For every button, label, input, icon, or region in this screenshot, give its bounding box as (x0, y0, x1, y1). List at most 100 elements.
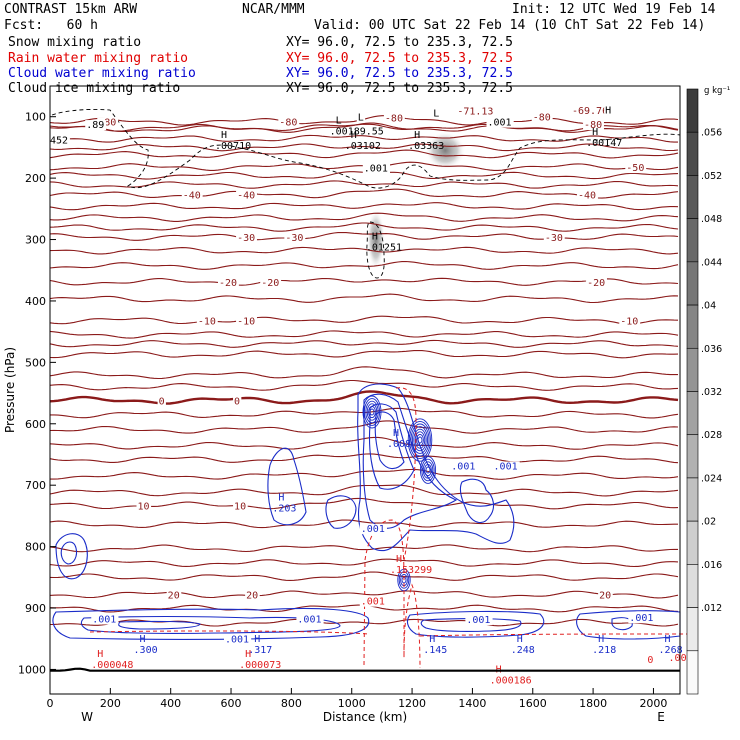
cloud-water-contour (369, 408, 375, 416)
isotherm-line (49, 330, 679, 339)
field-xy-snow: XY= 96.0, 72.5 to 235.3, 72.5 (286, 35, 513, 50)
extremum-value: .145 (423, 645, 447, 656)
contour-label-bg (667, 653, 702, 664)
plot-frame (49, 85, 681, 695)
isotherm-line (49, 366, 678, 380)
colorbar-segment (686, 88, 699, 133)
cloud-water-contour (118, 620, 201, 630)
fcst-value: 60 h (66, 18, 98, 33)
isotherm-label: -30 (237, 233, 255, 244)
isotherm-label-bg (245, 590, 260, 601)
colorbar-tick-label: .032 (701, 387, 722, 398)
model-source: NCAR/MMM (242, 2, 305, 17)
contour-label-bg (362, 163, 390, 174)
extremum-value: .03363 (408, 141, 444, 152)
isotherm-line (49, 134, 678, 143)
isotherm-line (49, 571, 679, 581)
isotherm-line (49, 188, 679, 199)
extremum-h: H (245, 649, 251, 660)
contour-label-bg (296, 614, 324, 625)
extremum-value: .218 (592, 645, 616, 656)
isotherm-line (49, 339, 679, 348)
cloud-water-contour (413, 428, 427, 452)
y-tick-label: 400 (25, 295, 46, 308)
isotherm-label-bg (619, 316, 641, 327)
colorbar-tick-label: .052 (701, 171, 722, 182)
cloud-water-contour (422, 461, 434, 479)
isotherm-line (49, 497, 679, 510)
x-tick-label: 800 (281, 697, 302, 710)
contour-label-bg (492, 461, 520, 472)
isotherm-label: -30 (545, 233, 563, 244)
extremum-value: .01251 (366, 243, 402, 254)
cloud-water-contour (362, 395, 382, 429)
isotherm-label-bg (543, 233, 565, 244)
isotherm-label: 20 (168, 591, 180, 602)
x-tick-label: 1400 (458, 697, 486, 710)
y-tick-label: 1000 (18, 663, 46, 676)
isotherm-line (49, 123, 679, 132)
isotherm-line (49, 212, 679, 222)
isotherm-label-bg (586, 277, 607, 288)
rain-water-contour (363, 519, 405, 666)
contour-label: .001 (451, 462, 475, 473)
extremum-h: H (592, 127, 598, 138)
upper-label: L (358, 113, 364, 124)
isotherm-label-bg (236, 316, 257, 327)
colorbar-segment (686, 607, 699, 652)
isotherm-label: 0 (234, 396, 240, 407)
contour-label-bg (359, 524, 387, 535)
extremum-h: H (351, 130, 357, 141)
upper-label-bg (383, 113, 405, 124)
cloud-water-contour (363, 398, 381, 426)
chart-title: CONTRAST 15km ARW (4, 2, 138, 17)
cloud-water-contour (80, 615, 341, 634)
upper-label-bg (604, 105, 613, 116)
colorbar-segment (686, 347, 699, 392)
colorbar-segment (686, 175, 699, 219)
cloud-water-contour (459, 478, 495, 524)
cloud-water-contour (410, 423, 430, 457)
isotherm-line (49, 143, 679, 152)
extremum-h: H (517, 634, 523, 645)
x-tick-label: 2000 (639, 697, 667, 710)
cloud-water-contour (374, 411, 405, 470)
isotherm-line (49, 277, 679, 286)
contour-label: .001 (225, 635, 249, 646)
cloud-water-contour (368, 403, 415, 490)
x-tick-label: 400 (160, 697, 181, 710)
extremum-value: .00147 (586, 138, 622, 149)
upper-label-bg (531, 112, 553, 123)
rain-water-contour (89, 630, 369, 635)
cloud-water-contour (409, 420, 431, 460)
colorbar-segment (686, 218, 699, 263)
colorbar-tick-label: .036 (701, 344, 722, 355)
contour-label: .001 (361, 597, 385, 608)
cloud-water-contour (362, 393, 458, 529)
contour-label-bg (450, 461, 478, 472)
y-tick-label: 100 (25, 111, 46, 124)
extremum-h: H (221, 130, 227, 141)
isotherm-label: 20 (246, 591, 258, 602)
colorbar-tick-label: .024 (701, 473, 722, 484)
extremum-h: H (396, 554, 402, 565)
extremum-h: H (372, 232, 378, 243)
extremum-h: H (254, 634, 260, 645)
upper-label-bg (356, 112, 366, 123)
upper-label: H (605, 105, 611, 116)
upper-label-bg (570, 105, 611, 116)
valid-time: Valid: 00 UTC Sat 22 Feb 14 (10 ChT Sat … (314, 18, 706, 33)
contour-label: .001 (92, 614, 116, 625)
colorbar-segment (686, 520, 699, 565)
isotherm-label: -20 (261, 278, 279, 289)
isotherm-label-bg (181, 190, 203, 201)
colorbar-segment (686, 304, 699, 349)
extremum-h: H (665, 634, 671, 645)
colorbar-tick-label: .02 (701, 517, 716, 528)
x-tick-label: 1000 (338, 697, 366, 710)
field-xy-rain: XY= 96.0, 72.5 to 235.3, 72.5 (286, 51, 513, 66)
isotherm-label: 10 (234, 501, 246, 512)
init-time: Init: 12 UTC Wed 19 Feb 14 (512, 2, 716, 17)
y-tick-label: 200 (25, 172, 46, 185)
